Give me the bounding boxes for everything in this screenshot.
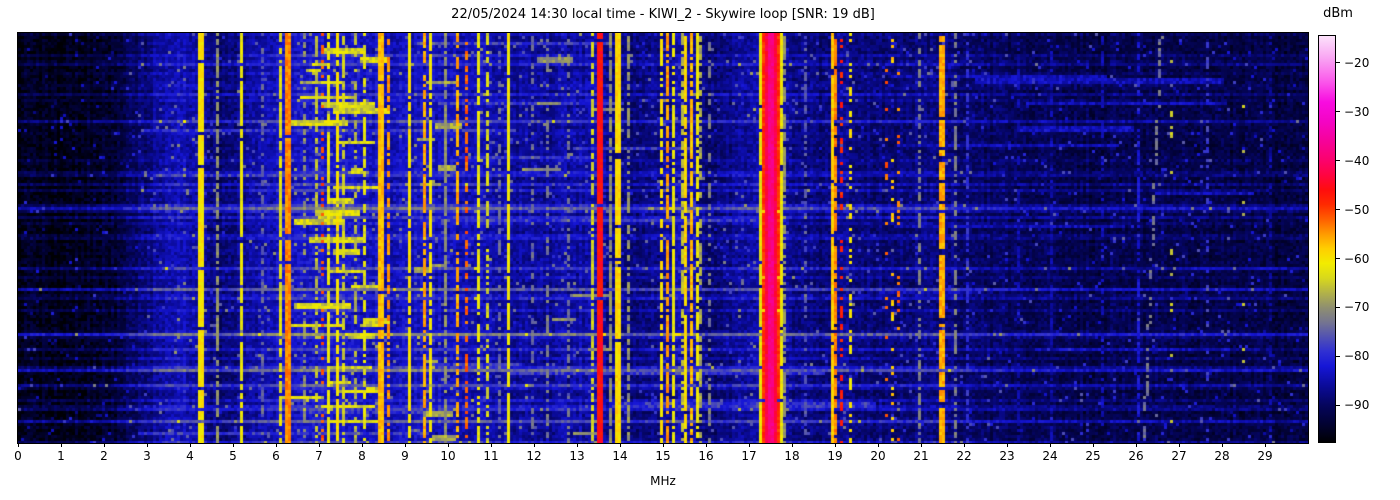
x-tick-label: 2 (100, 449, 108, 463)
x-tick-mark (1092, 443, 1094, 447)
x-tick-label: 10 (440, 449, 456, 463)
x-tick-mark (791, 443, 793, 447)
x-tick-label: 7 (315, 449, 323, 463)
x-tick-mark (619, 443, 621, 447)
x-tick-label: 21 (913, 449, 929, 463)
x-tick-label: 12 (526, 449, 542, 463)
x-tick-mark (1221, 443, 1223, 447)
waterfall-canvas (18, 33, 1308, 443)
x-tick-label: 0 (14, 449, 22, 463)
x-tick-label: 20 (870, 449, 886, 463)
x-tick-mark (1049, 443, 1051, 447)
x-tick-label: 24 (1042, 449, 1058, 463)
x-tick-label: 22 (956, 449, 972, 463)
x-tick-mark (361, 443, 363, 447)
x-tick-label: 25 (1085, 449, 1101, 463)
x-tick-mark (232, 443, 234, 447)
chart-title: 22/05/2024 14:30 local time - KIWI_2 - S… (451, 7, 875, 22)
colorbar-tick-mark (1336, 258, 1340, 260)
colorbar-title: dBm (1323, 6, 1353, 21)
colorbar-tick-label: −90 (1344, 398, 1370, 413)
x-tick-mark (318, 443, 320, 447)
x-tick-label: 29 (1257, 449, 1273, 463)
x-tick-label: 23 (999, 449, 1015, 463)
x-tick-label: 14 (612, 449, 628, 463)
colorbar-tick-mark (1336, 355, 1340, 357)
colorbar-gradient (1319, 36, 1335, 442)
x-tick-mark (1264, 443, 1266, 447)
x-tick-label: 28 (1214, 449, 1230, 463)
x-tick-mark (576, 443, 578, 447)
x-tick-mark (1135, 443, 1137, 447)
x-tick-label: 1 (57, 449, 65, 463)
x-tick-label: 5 (229, 449, 237, 463)
x-tick-mark (1006, 443, 1008, 447)
x-tick-mark (60, 443, 62, 447)
x-tick-label: 16 (698, 449, 714, 463)
x-tick-label: 4 (186, 449, 194, 463)
colorbar-tick-mark (1336, 306, 1340, 308)
x-tick-mark (447, 443, 449, 447)
x-tick-label: 26 (1128, 449, 1144, 463)
x-tick-mark (834, 443, 836, 447)
x-tick-mark (748, 443, 750, 447)
x-tick-label: 11 (483, 449, 499, 463)
x-tick-mark (705, 443, 707, 447)
colorbar-tick-mark (1336, 160, 1340, 162)
waterfall-plot-area (17, 32, 1309, 444)
colorbar-tick-label: −40 (1344, 153, 1370, 168)
colorbar-tick-label: −60 (1344, 251, 1370, 266)
x-tick-label: 3 (143, 449, 151, 463)
x-tick-label: 9 (401, 449, 409, 463)
x-tick-mark (662, 443, 664, 447)
x-tick-label: 6 (272, 449, 280, 463)
colorbar-tick-label: −50 (1344, 202, 1370, 217)
x-axis-label: MHz (650, 474, 676, 488)
x-tick-label: 15 (655, 449, 671, 463)
colorbar-tick-mark (1336, 404, 1340, 406)
x-tick-mark (877, 443, 879, 447)
colorbar-tick-mark (1336, 209, 1340, 211)
x-tick-mark (146, 443, 148, 447)
x-tick-label: 18 (784, 449, 800, 463)
x-tick-mark (103, 443, 105, 447)
x-tick-label: 17 (741, 449, 757, 463)
colorbar-tick-label: −70 (1344, 300, 1370, 315)
x-tick-label: 27 (1171, 449, 1187, 463)
x-tick-label: 13 (569, 449, 585, 463)
x-tick-mark (533, 443, 535, 447)
colorbar-tick-label: −30 (1344, 104, 1370, 119)
colorbar-tick-mark (1336, 111, 1340, 113)
x-tick-mark (404, 443, 406, 447)
colorbar-tick-mark (1336, 62, 1340, 64)
colorbar (1318, 35, 1336, 443)
x-tick-mark (963, 443, 965, 447)
x-tick-mark (189, 443, 191, 447)
x-tick-mark (1178, 443, 1180, 447)
colorbar-tick-label: −20 (1344, 55, 1370, 70)
x-tick-label: 8 (358, 449, 366, 463)
x-tick-mark (920, 443, 922, 447)
x-tick-label: 19 (827, 449, 843, 463)
x-tick-mark (275, 443, 277, 447)
x-tick-mark (490, 443, 492, 447)
colorbar-tick-label: −80 (1344, 349, 1370, 364)
x-tick-mark (17, 443, 19, 447)
